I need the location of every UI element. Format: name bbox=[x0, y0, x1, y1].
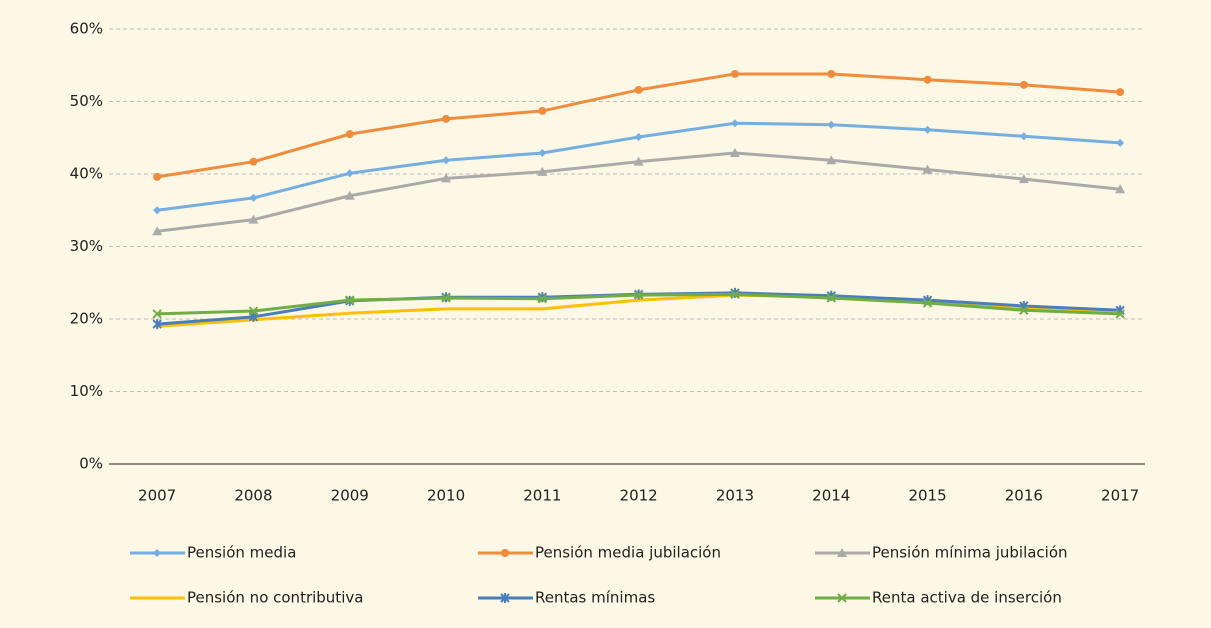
marker bbox=[1019, 132, 1028, 141]
marker bbox=[538, 106, 547, 115]
marker bbox=[922, 164, 933, 174]
marker bbox=[153, 549, 161, 557]
y-tick-label: 10% bbox=[70, 382, 103, 400]
marker bbox=[153, 206, 162, 215]
series-line bbox=[157, 293, 1121, 328]
legend-item: Pensión mínima jubilación bbox=[815, 544, 1068, 562]
y-tick-label: 40% bbox=[70, 165, 103, 183]
y-tick-label: 20% bbox=[70, 310, 103, 328]
marker bbox=[248, 306, 259, 316]
marker bbox=[827, 120, 836, 129]
marker bbox=[344, 190, 355, 200]
marker bbox=[152, 309, 162, 319]
marker bbox=[634, 133, 643, 142]
legend-label: Pensión media jubilación bbox=[535, 544, 721, 562]
x-tick-label: 2010 bbox=[427, 487, 465, 505]
legend-item: Pensión media bbox=[130, 544, 296, 562]
marker bbox=[345, 130, 354, 139]
marker bbox=[634, 85, 643, 94]
marker bbox=[827, 69, 836, 78]
marker bbox=[826, 293, 836, 303]
marker bbox=[837, 593, 847, 603]
marker bbox=[538, 148, 547, 157]
x-tick-label: 2011 bbox=[523, 487, 561, 505]
legend-item: Pensión no contributiva bbox=[130, 589, 363, 607]
x-tick-label: 2015 bbox=[908, 487, 946, 505]
marker bbox=[153, 172, 162, 181]
x-tick-label: 2013 bbox=[716, 487, 754, 505]
marker bbox=[730, 119, 739, 128]
marker bbox=[152, 226, 163, 236]
marker bbox=[922, 298, 933, 308]
marker bbox=[441, 293, 451, 303]
legend-label: Renta activa de inserción bbox=[872, 589, 1062, 607]
marker bbox=[345, 295, 355, 305]
legend-label: Pensión no contributiva bbox=[187, 589, 363, 607]
marker bbox=[1018, 174, 1029, 184]
x-tick-label: 2014 bbox=[812, 487, 850, 505]
marker bbox=[441, 173, 452, 183]
marker bbox=[248, 214, 259, 224]
marker bbox=[837, 548, 847, 557]
y-tick-label: 0% bbox=[79, 455, 103, 473]
legend-label: Pensión media bbox=[187, 544, 296, 562]
marker bbox=[500, 593, 510, 603]
marker bbox=[501, 549, 509, 557]
marker bbox=[249, 193, 258, 202]
marker bbox=[730, 69, 739, 78]
marker bbox=[1019, 305, 1029, 316]
marker bbox=[442, 156, 451, 165]
legend-item: Rentas mínimas bbox=[478, 589, 655, 607]
marker bbox=[923, 75, 932, 84]
marker bbox=[1019, 80, 1028, 89]
marker bbox=[923, 125, 932, 134]
marker bbox=[152, 319, 162, 330]
y-tick-label: 50% bbox=[70, 92, 103, 110]
x-tick-label: 2007 bbox=[138, 487, 176, 505]
marker bbox=[633, 156, 644, 166]
marker bbox=[1116, 88, 1125, 97]
marker bbox=[537, 293, 548, 304]
legend-label: Rentas mínimas bbox=[535, 589, 655, 607]
marker bbox=[345, 169, 354, 178]
legend-item: Pensión media jubilación bbox=[478, 544, 721, 562]
marker bbox=[729, 147, 740, 157]
marker bbox=[1115, 184, 1126, 194]
x-tick-label: 2008 bbox=[234, 487, 272, 505]
y-tick-label: 30% bbox=[70, 237, 103, 255]
marker bbox=[826, 155, 837, 165]
marker bbox=[1115, 309, 1125, 319]
x-tick-label: 2016 bbox=[1005, 487, 1043, 505]
x-tick-label: 2009 bbox=[331, 487, 369, 505]
x-tick-label: 2012 bbox=[620, 487, 658, 505]
marker bbox=[537, 166, 548, 176]
marker bbox=[1116, 138, 1125, 147]
marker bbox=[442, 114, 451, 123]
legend-item: Renta activa de inserción bbox=[815, 589, 1062, 607]
marker bbox=[730, 289, 740, 300]
y-tick-label: 60% bbox=[70, 20, 103, 38]
x-tick-label: 2017 bbox=[1101, 487, 1139, 505]
marker bbox=[249, 157, 258, 166]
marker bbox=[633, 290, 644, 300]
legend-label: Pensión mínima jubilación bbox=[872, 544, 1068, 562]
